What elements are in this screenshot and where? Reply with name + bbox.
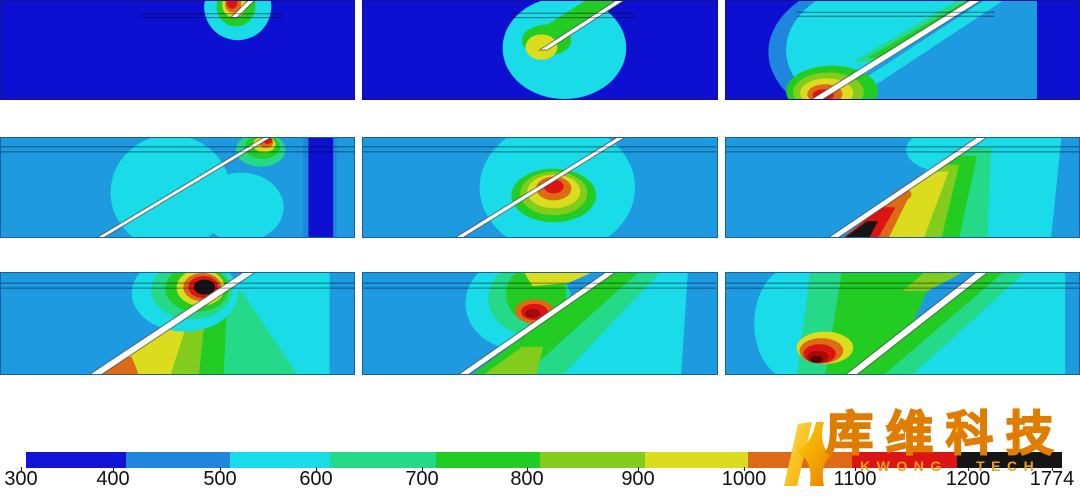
colorbar-tick xyxy=(1052,467,1053,471)
colorbar-tick-label: 1100 xyxy=(833,468,877,490)
colorbar-tick xyxy=(968,467,969,471)
colorbar-tick xyxy=(744,467,745,471)
colorbar-segment-500-600 xyxy=(230,452,330,468)
colorbar-tick xyxy=(316,467,317,471)
colorbar-tick-label: 800 xyxy=(510,468,544,490)
brand-name-chinese: 库维科技 xyxy=(825,407,1066,460)
colorbar-segment-1000-1100 xyxy=(748,452,852,468)
colorbar-segment-300-400 xyxy=(26,452,126,468)
contour-panel-r2c2 xyxy=(362,137,718,238)
colorbar-segment-400-500 xyxy=(126,452,230,468)
tool-band xyxy=(842,273,996,374)
contour-panel-r3c2 xyxy=(362,272,718,375)
colorbar-tick xyxy=(422,467,423,471)
contour-row-1 xyxy=(0,0,1080,100)
colorbar-segment-700-800 xyxy=(436,452,540,468)
colorbar-tick xyxy=(21,467,22,471)
contour-panel-r3c1 xyxy=(0,272,356,375)
tool-band xyxy=(825,138,990,237)
colorbar-tick-label: 1774 xyxy=(1029,468,1075,490)
colorbar-tick xyxy=(855,467,856,471)
contour-panel-r1c3 xyxy=(724,0,1080,100)
contour-panel-r2c1 xyxy=(0,137,356,238)
tool-band xyxy=(807,1,986,99)
colorbar-segment-1100-1200 xyxy=(852,452,957,468)
contour-panel-r1c1 xyxy=(0,0,356,100)
colorbar-tick-label: 1000 xyxy=(721,468,767,490)
tool-band xyxy=(86,273,259,374)
colorbar-tick xyxy=(113,467,114,471)
colorbar-tick-label: 600 xyxy=(299,468,333,490)
colorbar-segment-1200-1774 xyxy=(957,452,1062,468)
contour-row-2 xyxy=(0,137,1080,238)
tool-band xyxy=(452,138,629,237)
contour-panel-r2c3 xyxy=(724,137,1080,238)
colorbar-segment-900-1000 xyxy=(645,452,748,468)
colorbar-tick-label: 700 xyxy=(405,468,439,490)
contour-row-3 xyxy=(0,272,1080,375)
colorbar-segment-800-900 xyxy=(540,452,645,468)
tool-band xyxy=(455,273,620,374)
tool-band xyxy=(93,138,275,237)
colorbar-tick xyxy=(638,467,639,471)
colorbar-tick-label: 900 xyxy=(621,468,655,490)
colorbar-segment-600-700 xyxy=(330,452,436,468)
colorbar-tick xyxy=(220,467,221,471)
colorbar-tick-label: 1200 xyxy=(945,468,991,490)
contour-panel-r3c3 xyxy=(724,272,1080,375)
colorbar-tick xyxy=(527,467,528,471)
colorbar-tick-label: 300 xyxy=(4,468,38,490)
colorbar-tick-label: 400 xyxy=(96,468,130,490)
contour-panel-r1c2 xyxy=(362,0,718,100)
colorbar xyxy=(26,452,1062,468)
colorbar-tick-label: 500 xyxy=(203,468,237,490)
